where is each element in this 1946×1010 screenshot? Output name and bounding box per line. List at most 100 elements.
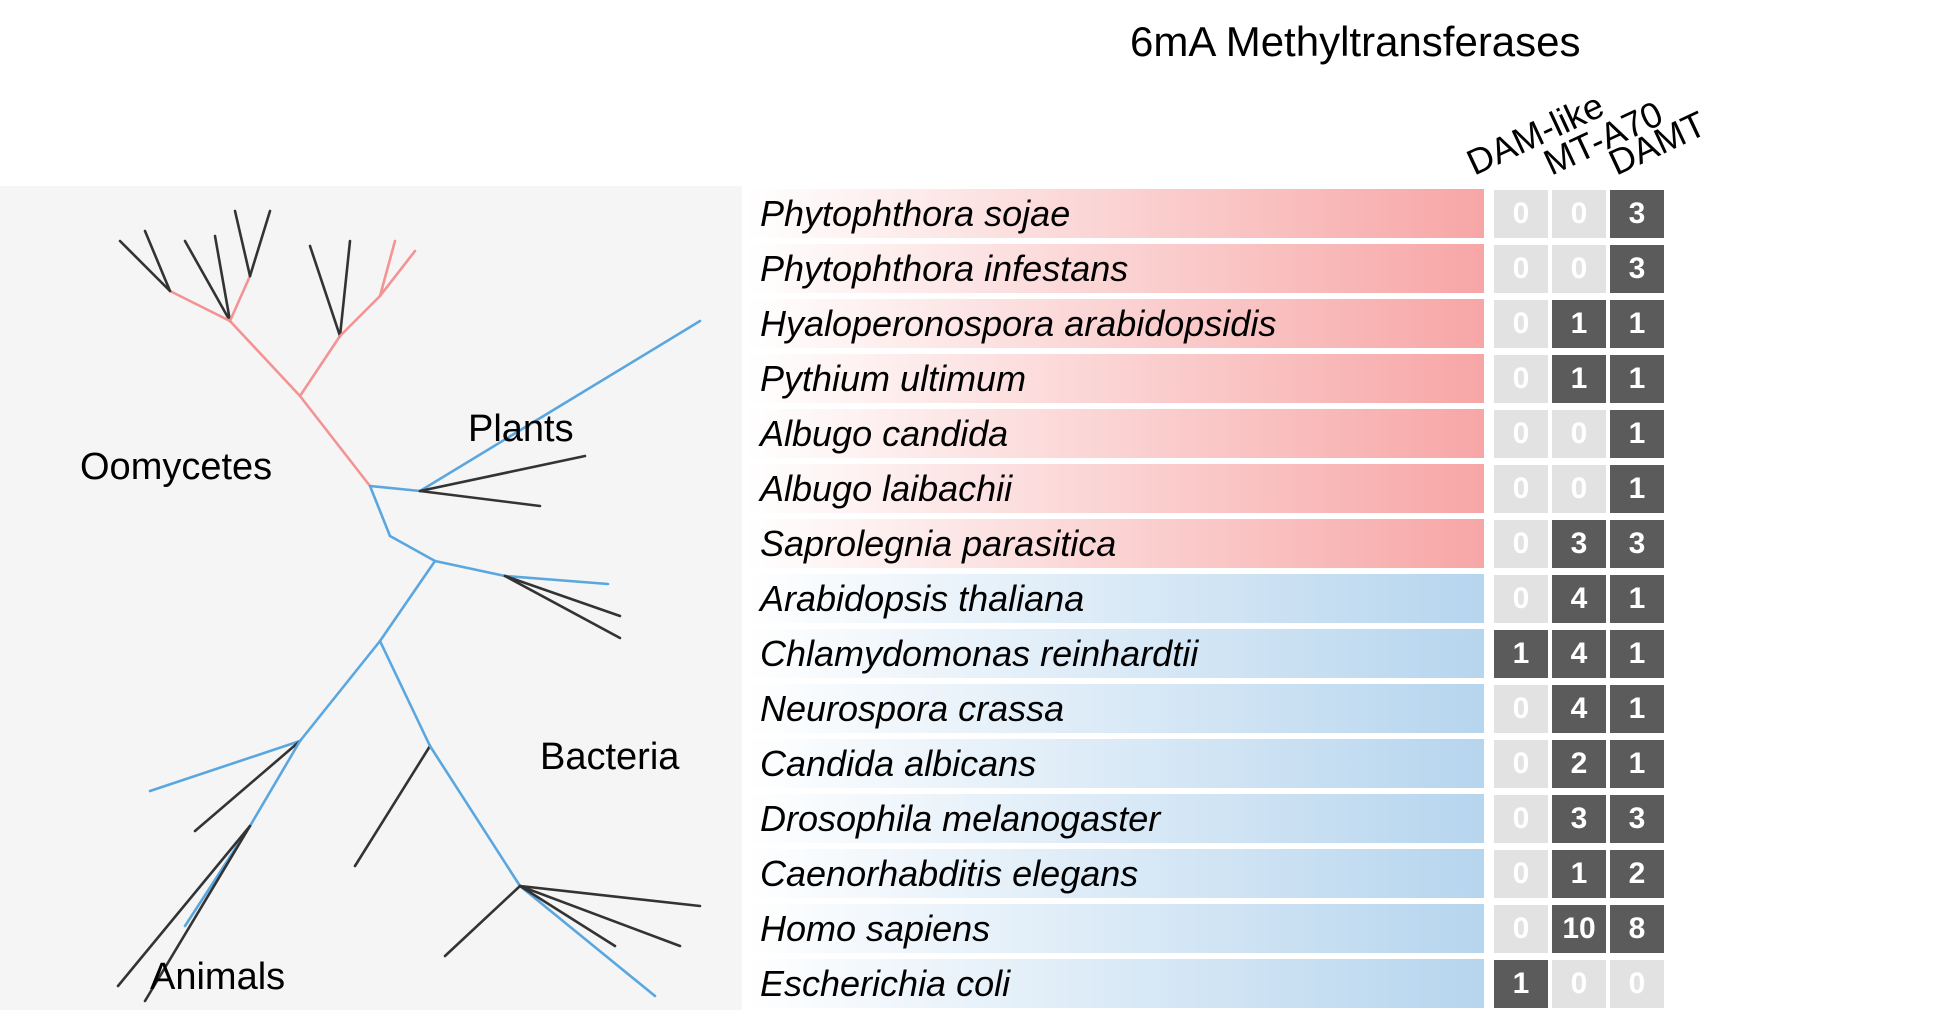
matrix-cell: 3 (1552, 795, 1606, 843)
tree-edge (340, 241, 350, 336)
matrix-cell: 1 (1552, 300, 1606, 348)
species-row: Arabidopsis thaliana (746, 571, 1484, 626)
matrix-cell: 1 (1610, 300, 1664, 348)
matrix-row: 003 (1494, 186, 1674, 241)
tree-edge (435, 561, 505, 576)
matrix-cell: 0 (1494, 575, 1548, 623)
species-row: Chlamydomonas reinhardtii (746, 626, 1484, 681)
matrix-cell: 2 (1610, 850, 1664, 898)
species-row: Homo sapiens (746, 901, 1484, 956)
tree-edge (420, 456, 585, 491)
tree-edge (370, 486, 390, 536)
matrix-row: 033 (1494, 791, 1674, 846)
species-row: Saprolegnia parasitica (746, 516, 1484, 571)
tree-edge (235, 211, 250, 276)
matrix-cell: 3 (1610, 795, 1664, 843)
matrix-cell: 4 (1552, 630, 1606, 678)
matrix-row: 041 (1494, 681, 1674, 736)
matrix-cell: 1 (1610, 685, 1664, 733)
matrix-row: 012 (1494, 846, 1674, 901)
species-label: Phytophthora sojae (746, 193, 1070, 235)
tree-edge (310, 246, 340, 336)
matrix-cell: 3 (1552, 520, 1606, 568)
tree-edge (300, 641, 380, 741)
species-label: Homo sapiens (746, 908, 990, 950)
matrix-row: 011 (1494, 296, 1674, 351)
figure-root: 6mA Methyltransferases DAM-like MT-A70 D… (0, 0, 1946, 1010)
matrix-cell: 10 (1552, 905, 1606, 953)
species-label: Albugo laibachii (746, 468, 1012, 510)
tree-edge (430, 746, 520, 886)
clade-label: Bacteria (540, 736, 679, 779)
species-label: Caenorhabditis elegans (746, 853, 1138, 895)
matrix-cell: 0 (1494, 410, 1548, 458)
tree-edge (150, 741, 300, 791)
matrix-cell: 1 (1610, 465, 1664, 513)
tree-edge (145, 231, 170, 291)
matrix-cell: 1 (1552, 355, 1606, 403)
clade-label: Oomycetes (80, 446, 272, 489)
figure-title: 6mA Methyltransferases (1130, 18, 1581, 66)
matrix-cell: 0 (1494, 685, 1548, 733)
tree-edge (520, 886, 655, 996)
matrix-cell: 0 (1494, 355, 1548, 403)
matrix-cell: 2 (1552, 740, 1606, 788)
matrix-cell: 0 (1494, 465, 1548, 513)
matrix-cell: 0 (1494, 740, 1548, 788)
tree-edge (390, 536, 435, 561)
species-label: Phytophthora infestans (746, 248, 1128, 290)
species-label: Drosophila melanogaster (746, 798, 1160, 840)
tree-edge (380, 561, 435, 641)
tree-edge (445, 886, 520, 956)
matrix-row: 041 (1494, 571, 1674, 626)
matrix-cell: 0 (1552, 465, 1606, 513)
tree-edge (300, 396, 370, 486)
methyltransferase-matrix: 0030030110110010010330411410410210330120… (1494, 186, 1674, 1010)
matrix-row: 033 (1494, 516, 1674, 571)
matrix-row: 003 (1494, 241, 1674, 296)
matrix-cell: 0 (1552, 245, 1606, 293)
species-label: Pythium ultimum (746, 358, 1026, 400)
matrix-cell: 0 (1494, 905, 1548, 953)
species-row: Phytophthora infestans (746, 241, 1484, 296)
matrix-row: 0108 (1494, 901, 1674, 956)
matrix-cell: 0 (1552, 410, 1606, 458)
matrix-cell: 8 (1610, 905, 1664, 953)
tree-edge (370, 486, 420, 491)
tree-edge (230, 276, 250, 321)
matrix-row: 001 (1494, 406, 1674, 461)
species-label: Neurospora crassa (746, 688, 1064, 730)
clade-label: Animals (150, 956, 285, 999)
species-label: Escherichia coli (746, 963, 1010, 1005)
matrix-cell: 1 (1610, 410, 1664, 458)
matrix-row: 001 (1494, 461, 1674, 516)
species-row: Candida albicans (746, 736, 1484, 791)
matrix-cell: 1 (1610, 355, 1664, 403)
matrix-cell: 0 (1610, 960, 1664, 1008)
tree-edge (300, 336, 340, 396)
species-row: Phytophthora sojae (746, 186, 1484, 241)
species-row: Neurospora crassa (746, 681, 1484, 736)
species-label: Saprolegnia parasitica (746, 523, 1116, 565)
tree-edge (250, 211, 270, 276)
matrix-row: 011 (1494, 351, 1674, 406)
species-row: Drosophila melanogaster (746, 791, 1484, 846)
tree-edge (505, 576, 620, 638)
species-row: Caenorhabditis elegans (746, 846, 1484, 901)
species-label: Arabidopsis thaliana (746, 578, 1084, 620)
species-row: Pythium ultimum (746, 351, 1484, 406)
matrix-cell: 0 (1494, 850, 1548, 898)
matrix-cell: 1 (1610, 575, 1664, 623)
matrix-cell: 1 (1494, 630, 1548, 678)
tree-edge (195, 741, 300, 831)
matrix-cell: 0 (1494, 190, 1548, 238)
tree-edge (380, 641, 430, 746)
tree-edge (250, 741, 300, 826)
species-label: Hyaloperonospora arabidopsidis (746, 303, 1276, 345)
matrix-cell: 0 (1494, 300, 1548, 348)
matrix-row: 021 (1494, 736, 1674, 791)
tree-edge (230, 321, 300, 396)
phylogenetic-tree (0, 186, 742, 1010)
tree-edge (420, 491, 540, 506)
matrix-cell: 1 (1610, 630, 1664, 678)
